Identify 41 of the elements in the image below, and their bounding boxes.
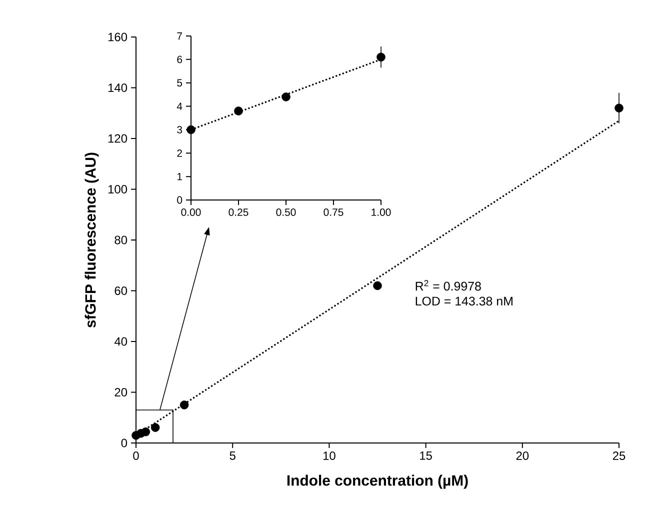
y-tick-label: 3 bbox=[177, 126, 182, 134]
y-tick-label: 6 bbox=[177, 56, 182, 64]
x-tick-label: 25 bbox=[612, 452, 626, 460]
x-tick-label: 5 bbox=[230, 452, 236, 460]
y-tick-label: 4 bbox=[176, 102, 182, 110]
y-tick-label: 60 bbox=[114, 286, 128, 295]
point bbox=[180, 400, 189, 410]
y-tick-label: 1 bbox=[177, 172, 182, 180]
point bbox=[150, 423, 160, 432]
x-axis-title: Indole concentration (µM) bbox=[287, 474, 468, 489]
y-tick-label: 160 bbox=[108, 32, 128, 42]
x-tick-label: 15 bbox=[420, 452, 432, 460]
point bbox=[186, 125, 196, 134]
x-tick-label: 1.00 bbox=[372, 208, 391, 216]
point bbox=[234, 106, 243, 116]
y-tick-label: 2 bbox=[177, 149, 182, 157]
y-tick-label: 5 bbox=[177, 79, 182, 87]
x-tick-label: 0.75 bbox=[324, 208, 344, 216]
x-tick-label: 0.25 bbox=[228, 208, 248, 216]
y-tick-label: 0 bbox=[121, 438, 128, 448]
y-tick-label: 20 bbox=[114, 388, 128, 396]
annotation: LOD = 143.38 nM bbox=[416, 296, 512, 306]
y-axis-title: sfGFP fluorescence (AU) bbox=[84, 152, 99, 328]
y-tick-label: 120 bbox=[108, 134, 128, 143]
point bbox=[373, 281, 382, 290]
y-tick-label: 0 bbox=[177, 196, 182, 204]
y-tick-label: 140 bbox=[108, 84, 128, 92]
annotation: R$^{2}$ = 0.9978 bbox=[416, 280, 481, 291]
y-tick-label: 7 bbox=[177, 32, 182, 40]
x-tick-label: 0.00 bbox=[181, 208, 201, 216]
x-tick-label: 0.50 bbox=[276, 208, 296, 216]
x-tick-label: 20 bbox=[516, 452, 529, 460]
y-tick-label: 100 bbox=[108, 185, 128, 194]
point bbox=[614, 104, 624, 112]
point bbox=[376, 52, 386, 62]
x-tick-label: 0 bbox=[133, 452, 139, 460]
x-tick-label: 10 bbox=[323, 452, 336, 460]
y-tick-label: 40 bbox=[114, 337, 128, 346]
point bbox=[282, 92, 290, 102]
y-tick-label: 80 bbox=[114, 236, 128, 244]
point bbox=[141, 427, 150, 436]
